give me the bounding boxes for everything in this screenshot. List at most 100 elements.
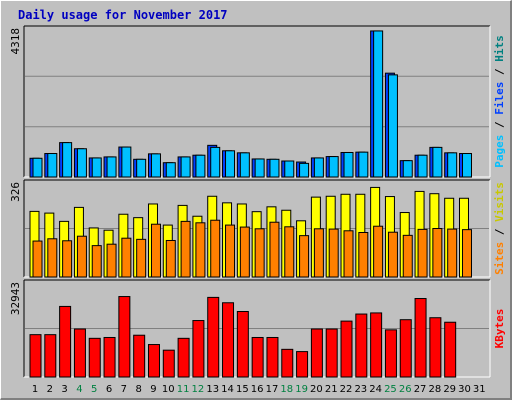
bar-sites-day-1	[32, 240, 43, 278]
panel-hits_files-side-label-part-1: Pages	[493, 135, 506, 168]
panel-hits_files-side-label: Pages / Files / Hits	[493, 35, 506, 168]
bar-kbytes-day-28	[429, 317, 442, 378]
x-tick-label-day-24: 24	[369, 384, 382, 395]
x-tick-label-day-27: 27	[414, 384, 427, 395]
x-tick-label-day-11: 11	[177, 384, 190, 395]
bar-sites-day-15	[239, 226, 250, 278]
bar-kbytes-day-2	[44, 334, 57, 378]
x-tick-label-day-8: 8	[135, 384, 141, 395]
panel-kbytes-side-label: KBytes	[493, 309, 506, 349]
x-tick-label-day-15: 15	[236, 384, 249, 395]
bar-kbytes-day-3	[59, 305, 72, 378]
bar-kbytes-day-12	[192, 320, 205, 378]
bar-kbytes-day-26	[399, 319, 412, 378]
x-tick-label-day-7: 7	[121, 384, 127, 395]
panel-hits_files-ymax-label: 4318	[9, 28, 22, 55]
x-tick-label-day-28: 28	[429, 384, 442, 395]
bar-sites-day-17	[269, 221, 280, 278]
bar-sites-day-23	[358, 231, 369, 278]
bar-hits-day-23	[358, 151, 369, 178]
x-tick-label-day-19: 19	[295, 384, 308, 395]
bar-kbytes-day-27	[414, 298, 427, 378]
bar-kbytes-day-1	[29, 334, 42, 378]
bar-hits-day-4	[76, 148, 87, 178]
bar-hits-day-2	[47, 153, 58, 178]
panel-kbytes-ymax-label: 32943	[9, 282, 22, 315]
panel-kbytes-side-label-part-1: KBytes	[493, 309, 506, 349]
bar-kbytes-day-20	[310, 328, 323, 378]
panel-visits_sites-side-label: Sites / Visits	[493, 182, 506, 275]
bar-sites-day-8	[136, 238, 147, 278]
bar-sites-day-11	[180, 220, 191, 278]
bar-hits-day-15	[239, 152, 250, 178]
bar-hits-day-21	[328, 156, 339, 178]
bar-hits-day-12	[195, 154, 206, 178]
bar-hits-day-5	[91, 157, 102, 178]
x-tick-label-day-13: 13	[206, 384, 219, 395]
x-tick-label-day-14: 14	[221, 384, 234, 395]
bar-sites-day-4	[76, 235, 87, 278]
bar-sites-day-12	[195, 222, 206, 278]
bar-sites-day-21	[328, 228, 339, 278]
bar-hits-day-29	[447, 152, 458, 178]
x-tick-label-day-6: 6	[106, 384, 112, 395]
x-tick-label-day-22: 22	[340, 384, 353, 395]
bar-hits-day-8	[136, 158, 147, 178]
bar-hits-day-7	[121, 146, 132, 178]
bar-hits-day-20	[313, 157, 324, 178]
bar-hits-day-13	[210, 146, 221, 178]
bar-hits-day-26	[402, 160, 413, 178]
bar-sites-day-22	[343, 230, 354, 278]
bar-hits-day-6	[106, 156, 117, 178]
bar-hits-day-22	[343, 151, 354, 178]
bar-kbytes-day-24	[370, 312, 383, 378]
bar-kbytes-day-14	[222, 302, 235, 378]
bar-kbytes-day-16	[251, 336, 264, 378]
bar-hits-day-10	[165, 162, 176, 178]
x-tick-label-day-9: 9	[150, 384, 156, 395]
bar-hits-day-11	[180, 156, 191, 178]
bar-hits-day-27	[417, 154, 428, 178]
bar-kbytes-day-22	[340, 320, 353, 378]
bar-sites-day-25	[387, 231, 398, 278]
bar-kbytes-day-17	[266, 336, 279, 378]
bar-kbytes-day-23	[355, 313, 368, 378]
bar-kbytes-day-6	[103, 336, 116, 378]
bar-kbytes-day-13	[207, 296, 220, 378]
bar-sites-day-3	[62, 240, 73, 278]
bar-sites-day-2	[47, 238, 58, 278]
bar-hits-day-14	[225, 150, 236, 178]
bar-sites-day-30	[461, 229, 472, 278]
x-tick-label-day-16: 16	[251, 384, 264, 395]
x-tick-label-day-18: 18	[280, 384, 293, 395]
bar-sites-day-9	[150, 223, 161, 278]
x-tick-label-day-2: 2	[47, 384, 53, 395]
bar-hits-day-18	[284, 160, 295, 178]
bar-sites-day-18	[284, 226, 295, 278]
x-tick-label-day-31: 31	[473, 384, 486, 395]
bar-kbytes-day-8	[133, 334, 146, 378]
bar-kbytes-day-10	[162, 349, 175, 378]
bar-sites-day-6	[106, 243, 117, 278]
bar-hits-day-3	[62, 142, 73, 178]
bar-sites-day-7	[121, 237, 132, 278]
bar-hits-day-16	[254, 158, 265, 178]
bar-hits-day-28	[432, 146, 443, 178]
x-tick-label-day-25: 25	[384, 384, 397, 395]
x-tick-label-day-1: 1	[32, 384, 38, 395]
bar-kbytes-day-21	[325, 328, 338, 378]
panel-hits_files-side-label-part-2: /	[493, 115, 506, 135]
x-tick-label-day-5: 5	[91, 384, 97, 395]
panel-visits_sites-ymax-label: 326	[9, 182, 22, 202]
panel-visits_sites-side-label-part-3: Visits	[493, 182, 506, 222]
bar-kbytes-day-9	[147, 344, 160, 378]
bar-sites-day-14	[225, 224, 236, 278]
x-tick-label-day-21: 21	[325, 384, 338, 395]
x-tick-label-day-17: 17	[266, 384, 279, 395]
x-tick-label-day-3: 3	[61, 384, 67, 395]
bar-sites-day-20	[313, 228, 324, 278]
bar-sites-day-28	[432, 228, 443, 278]
bar-kbytes-day-18	[281, 348, 294, 378]
x-tick-label-day-12: 12	[192, 384, 205, 395]
